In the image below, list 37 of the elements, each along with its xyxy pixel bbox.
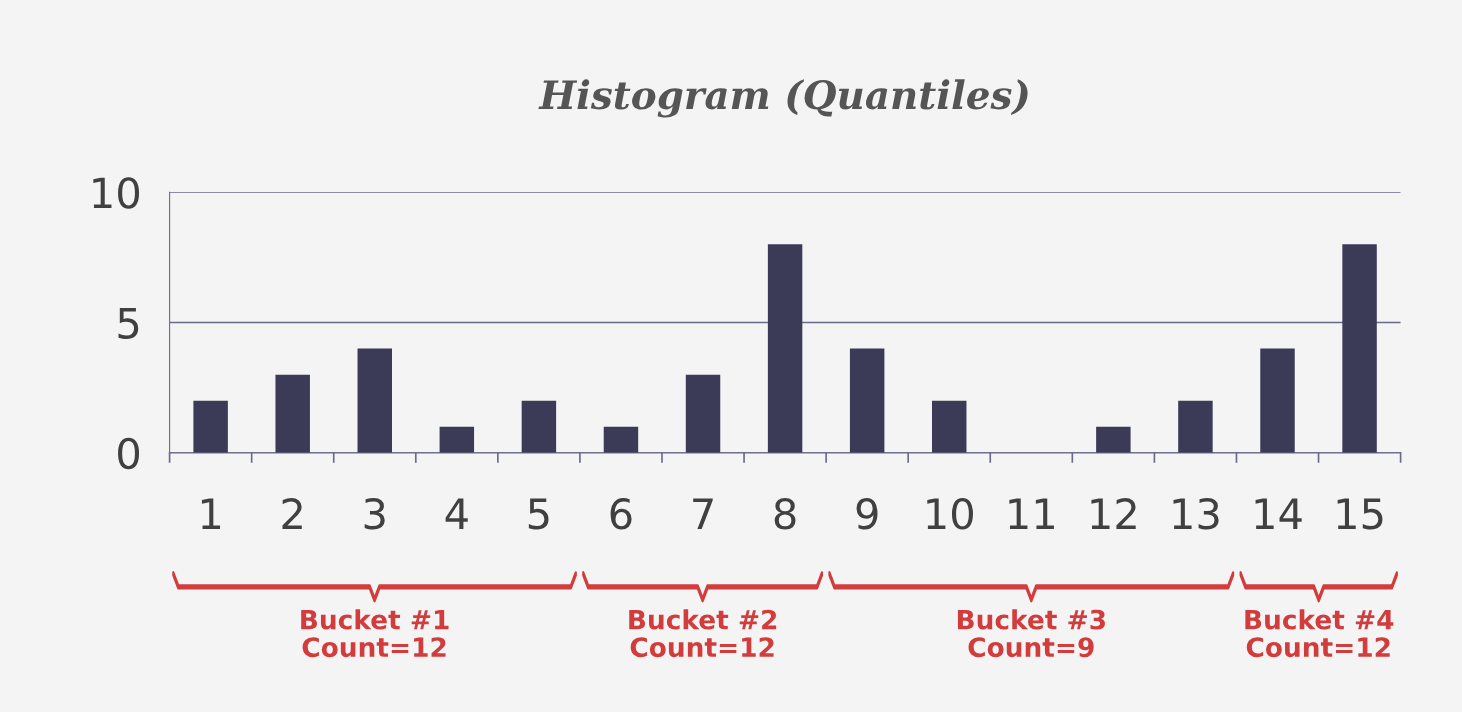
x-tick-label: 15	[1337, 498, 1383, 530]
bar	[275, 374, 310, 453]
x-tick-label: 5	[528, 498, 549, 530]
text: Bucket #2 Count=12	[629, 609, 777, 658]
x-tick-label: 14	[1255, 498, 1302, 529]
x-tick-label: 4	[445, 498, 468, 529]
x-tick-label: 1	[201, 498, 221, 529]
x-tick-label: 9	[856, 498, 878, 530]
bar	[1178, 400, 1213, 453]
bar	[767, 244, 803, 453]
bar	[603, 426, 639, 453]
bar	[931, 400, 967, 453]
y-tick-label: 10	[93, 177, 140, 209]
x-tick-label: 3	[364, 498, 385, 530]
bar	[1096, 426, 1131, 453]
bar	[193, 400, 228, 453]
bar	[439, 426, 475, 453]
x-tick-label: 8	[774, 498, 796, 530]
x-tick-label: 11	[1009, 498, 1054, 529]
bar	[685, 374, 721, 453]
text: Bucket #4 Count=12	[1245, 609, 1394, 658]
x-tick-label: 2	[282, 498, 302, 529]
x-tick-label: 10	[927, 498, 973, 530]
bar	[849, 348, 885, 453]
y-tick-label: 0	[118, 437, 140, 470]
chart-title: Histogram (Quantiles)	[538, 79, 1028, 118]
bar	[1260, 348, 1295, 453]
x-tick-label: 6	[610, 498, 632, 530]
x-tick-label: 13	[1173, 498, 1219, 530]
bar	[357, 348, 392, 453]
x-tick-label: 7	[693, 498, 713, 529]
text: Bucket #3 Count=9	[957, 609, 1105, 658]
y-tick-label: 5	[118, 307, 139, 339]
x-tick-label: 12	[1091, 498, 1136, 529]
bar	[521, 400, 557, 453]
bar	[1342, 244, 1377, 453]
text: Bucket #1 Count=12	[301, 609, 449, 658]
